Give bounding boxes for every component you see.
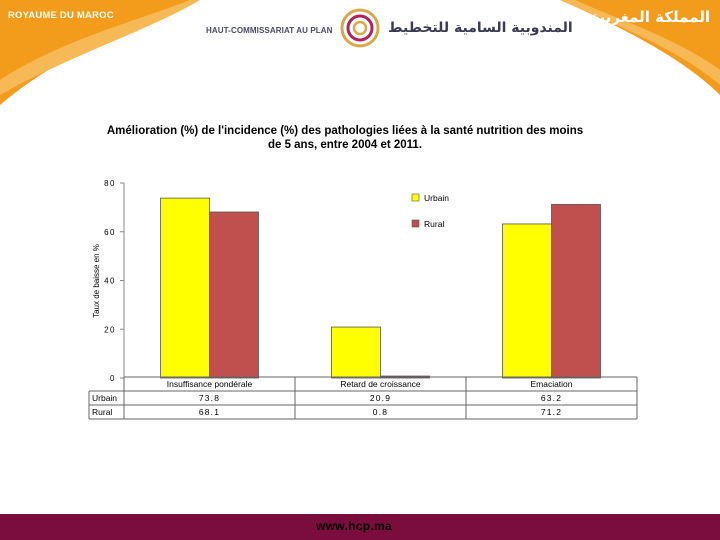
y-tick-label: 80 [104, 179, 116, 188]
y-tick-label: 40 [104, 277, 116, 286]
header-banner [0, 0, 720, 105]
banner-right-wave [560, 0, 720, 95]
legend-label-rural: Rural [424, 219, 444, 229]
table-series-label-urbain: Urbain [92, 393, 117, 403]
legend-swatch-rural [411, 219, 420, 228]
table-value-rural: 68.1 [199, 407, 220, 417]
org-name-fr: HAUT-COMMISSARIAT AU PLAN [206, 26, 333, 35]
kingdom-name-ar: المملكة المغربية [590, 8, 710, 26]
y-tick-label: 60 [104, 228, 116, 237]
category-label: Insuffisance pondérale [167, 379, 253, 389]
banner-left-wave [0, 0, 190, 105]
category-label: Retard de croissance [340, 379, 421, 389]
y-tick-label: 0 [110, 374, 116, 383]
footer-bar [0, 514, 720, 540]
org-name-ar: المندوبية السامية للتخطيط [388, 20, 573, 36]
bar-urbain-2 [502, 223, 552, 379]
legend-label-urbain: Urbain [424, 193, 449, 203]
category-label: Emaciation [530, 379, 572, 389]
legend-swatch-urbain [411, 193, 420, 202]
table-value-urbain: 63.2 [541, 393, 562, 403]
bar-urbain-1 [331, 326, 381, 379]
bar-urbain-0 [160, 197, 210, 379]
table-value-rural: 71.2 [541, 407, 562, 417]
y-axis-title: Taux de baisse en % [92, 244, 101, 318]
kingdom-name-fr: ROYAUME DU MAROC [8, 10, 114, 21]
bar-chart: 0 20 40 60 80 Taux de baisse en % Urbain Rural I… [88, 179, 638, 420]
table-series-label-rural: Rural [92, 407, 112, 417]
table-value-rural: 0.8 [373, 407, 388, 417]
banner-left-highlight [0, 0, 200, 95]
bar-rural-2 [551, 204, 601, 379]
y-tick-label: 20 [104, 325, 116, 334]
chart-title: Amélioration (%) de l'incidence (%) des … [106, 125, 584, 151]
table-value-urbain: 20.9 [370, 393, 391, 403]
table-value-urbain: 73.8 [199, 393, 220, 403]
bar-rural-0 [209, 211, 259, 379]
footer-url: www.hcp.ma [316, 519, 392, 533]
hcp-logo-icon [340, 8, 380, 48]
